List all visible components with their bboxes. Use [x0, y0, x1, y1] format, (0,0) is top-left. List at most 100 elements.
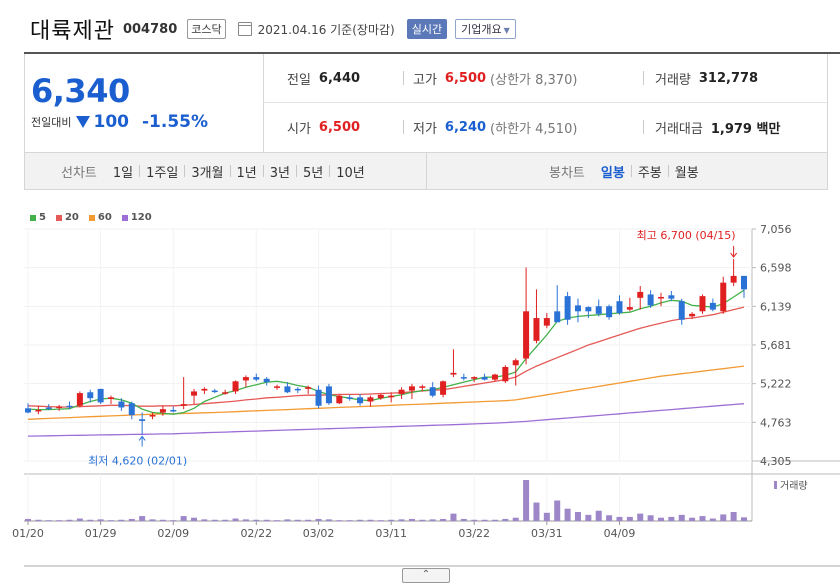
stat-low: 저가 6,240 (하한가 4,510): [413, 118, 577, 137]
tab-daily[interactable]: 일봉: [600, 165, 625, 181]
volume-bar: [689, 517, 696, 521]
candle-body: [574, 305, 581, 312]
separator: [643, 71, 644, 85]
collapse-button[interactable]: ⌃: [402, 568, 450, 583]
candle-body: [128, 403, 135, 416]
axis-labels: 7,056 6,598 6,139 5,681 5,222 4,763 4,305 01/20…: [12, 223, 807, 540]
volume-bar: [346, 520, 353, 522]
x-tick-label: 03/22: [458, 527, 490, 540]
candle-body: [357, 397, 364, 404]
legend-ma5: 5: [30, 212, 46, 223]
candle-body: [170, 409, 177, 412]
volume-bar: [388, 519, 395, 521]
candle-body: [25, 408, 31, 413]
company-overview-dropdown[interactable]: 기업개요 ▼: [455, 19, 516, 39]
chart-period-tabs: 선차트 1일 1주일 3개월 1년 3년 5년 10년 봉차트 일봉 주봉 월봉: [24, 152, 828, 190]
candle-body: [741, 275, 747, 290]
candle-body: [512, 360, 519, 366]
stat-value: 6,500: [444, 71, 487, 86]
candle-body: [533, 318, 540, 341]
volume-bar: [471, 519, 478, 521]
volume-bar: [450, 513, 457, 521]
candle-body: [668, 295, 675, 299]
candle-body: [211, 390, 218, 393]
y-tick-label: 5,681: [760, 339, 792, 352]
candle-body: [87, 392, 94, 399]
candle-body: [481, 377, 488, 380]
stat-label: 고가: [413, 73, 437, 88]
candle-chart-tabs: 봉차트 일봉 주봉 월봉: [549, 153, 705, 189]
candle-body: [274, 386, 281, 388]
realtime-button[interactable]: 실시간: [406, 19, 448, 39]
separator: [184, 165, 186, 177]
company-overview-label: 기업개요: [461, 23, 502, 36]
tab-3y[interactable]: 3년: [269, 165, 290, 181]
volume-bar: [699, 516, 706, 521]
separator: [643, 120, 644, 134]
tab-3m[interactable]: 3개월: [191, 165, 224, 181]
volume-bar: [554, 500, 561, 521]
volume-bar: [211, 519, 218, 521]
min-annotation: 최저 4,620 (02/01): [88, 454, 187, 467]
ma20-line: [27, 306, 745, 408]
stat-value: 1,979 백만: [710, 122, 781, 137]
legend-ma20: 20: [55, 212, 79, 223]
separator: [229, 165, 231, 177]
stat-label: 시가: [287, 122, 311, 137]
volume-bar: [668, 516, 675, 521]
stock-name: 대륙제관: [30, 19, 115, 44]
tab-monthly[interactable]: 월봉: [674, 165, 699, 181]
volume-bar: [170, 520, 177, 522]
stat-label: 저가: [413, 122, 437, 137]
candle-body: [232, 381, 239, 392]
candle-body: [699, 296, 706, 312]
stat-volume: 거래량 312,778: [655, 69, 758, 88]
candle-body: [56, 406, 63, 409]
stat-value: 6,500: [318, 120, 361, 135]
moving-averages: [27, 289, 745, 437]
base-date: 2021.04.16 기준(장마감): [257, 22, 395, 37]
tab-1y[interactable]: 1년: [236, 165, 257, 181]
y-tick-label: 6,598: [760, 262, 792, 275]
legend-swatch: [88, 214, 95, 221]
volume-bar: [253, 519, 260, 521]
tab-10y[interactable]: 10년: [336, 165, 365, 181]
tab-1w[interactable]: 1주일: [146, 165, 179, 181]
legend-label: 60: [97, 212, 112, 223]
candle-body: [305, 387, 312, 389]
volume-bar: [232, 518, 239, 521]
ma120-line: [27, 403, 745, 437]
volume-bar: [66, 519, 73, 521]
volume-bar: [491, 519, 498, 521]
volume-bar: [56, 520, 63, 522]
candle-body: [678, 301, 685, 320]
volume-legend-swatch: [774, 481, 777, 489]
candle-body: [730, 275, 737, 283]
stock-code: 004780: [122, 21, 178, 37]
tab-weekly[interactable]: 주봉: [637, 165, 662, 181]
candle-body: [242, 377, 249, 381]
volume-bar: [647, 515, 654, 521]
max-annotation: 최고 6,700 (04/15): [637, 229, 736, 242]
stat-value: 312,778: [698, 71, 759, 86]
separator: [403, 120, 404, 134]
stat-amount: 거래대금 1,979 백만: [655, 118, 780, 137]
candle-body: [689, 313, 696, 317]
volume-bar: [263, 519, 270, 521]
chevron-up-icon: ⌃: [421, 569, 431, 580]
volume-bar: [720, 514, 727, 521]
tab-1d[interactable]: 1일: [112, 165, 134, 181]
candle-body: [554, 311, 561, 323]
x-tick-label: 01/29: [85, 527, 117, 540]
volume-bar: [730, 511, 737, 521]
candle-body: [637, 291, 644, 298]
tab-5y[interactable]: 5년: [303, 165, 324, 181]
market-badge: 코스닥: [187, 19, 226, 39]
candle-body: [159, 409, 166, 413]
diff-label: 전일대비: [31, 116, 72, 129]
candle-body: [450, 372, 457, 375]
stat-label: 전일: [287, 73, 311, 88]
y-tick-label: 4,763: [760, 416, 792, 429]
y-tick-label: 4,305: [760, 455, 792, 468]
